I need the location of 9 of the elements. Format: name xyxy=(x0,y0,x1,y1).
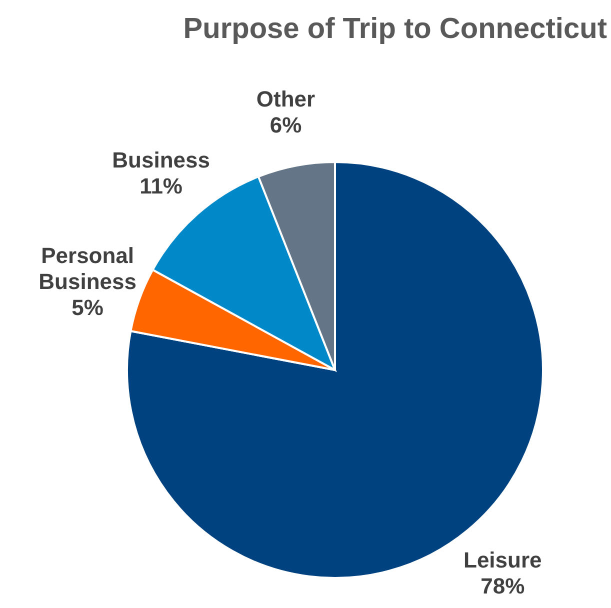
slice-label: Leisure xyxy=(464,548,542,573)
data-label: 5% xyxy=(72,294,104,320)
slice-label: Other xyxy=(256,86,316,112)
data-label: 6% xyxy=(270,112,302,138)
data-label: 11% xyxy=(140,174,182,199)
slice-label: Personal Business xyxy=(38,242,136,294)
chart-title: Purpose of Trip to Connecticut xyxy=(183,13,608,45)
slice-label: Business xyxy=(112,148,210,173)
data-label: 78% xyxy=(480,574,525,599)
